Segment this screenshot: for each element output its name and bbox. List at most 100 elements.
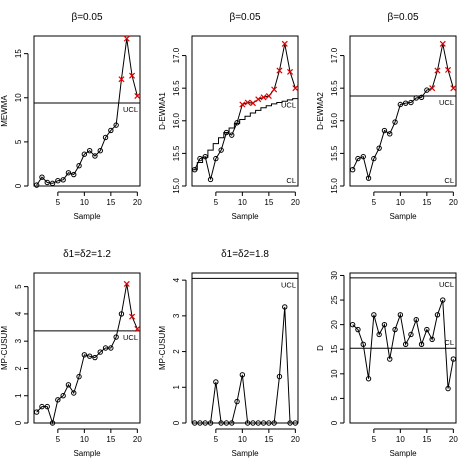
data-point <box>282 304 288 310</box>
data-point <box>387 356 393 362</box>
x-tick-label: 10 <box>238 435 247 444</box>
data-point <box>413 317 419 323</box>
data-point <box>402 341 409 348</box>
data-point <box>202 153 208 160</box>
data-point <box>213 155 219 162</box>
x-tick-label: 10 <box>238 198 247 207</box>
x-tick-label: 5 <box>56 435 61 444</box>
x-tick-label: 10 <box>396 435 405 444</box>
cl-label: CL <box>444 176 454 185</box>
y-tick-label: 30 <box>330 270 339 279</box>
out-of-control-point <box>129 313 136 320</box>
chart-title: β=0.05 <box>71 12 102 23</box>
data-point <box>207 420 214 426</box>
data-point <box>266 420 272 426</box>
x-tick-label: 5 <box>214 435 219 444</box>
data-point <box>234 120 240 126</box>
out-of-control-point <box>255 96 262 103</box>
out-of-control-point <box>244 99 251 106</box>
data-point <box>76 373 82 380</box>
series-line <box>36 283 138 425</box>
data-point <box>86 353 93 359</box>
data-point <box>108 127 114 134</box>
out-of-control-point <box>123 35 130 42</box>
y-axis-label: MEWMA <box>0 95 9 127</box>
y-tick-label: 15.5 <box>172 145 181 161</box>
data-point <box>213 379 219 385</box>
data-point <box>229 132 235 138</box>
data-point <box>239 372 246 378</box>
data-point <box>260 420 267 426</box>
data-point <box>108 345 114 351</box>
y-tick-label: 20 <box>330 320 339 329</box>
x-tick-label: 5 <box>56 198 61 207</box>
data-point <box>81 151 88 157</box>
x-axis-label: Sample <box>389 212 417 221</box>
y-tick-label: 15 <box>330 344 339 353</box>
series-line <box>194 306 296 424</box>
ucl-label: UCL <box>439 280 454 289</box>
y-tick-label: 4 <box>14 311 23 316</box>
y-tick-label: 3 <box>172 313 181 318</box>
data-point <box>429 336 435 343</box>
ucl-label: UCL <box>439 98 454 107</box>
out-of-control-point <box>123 280 130 287</box>
series-line <box>352 43 454 181</box>
y-tick-label: 16.5 <box>330 80 339 96</box>
data-point <box>349 166 356 173</box>
out-of-control-point <box>434 67 441 74</box>
out-of-control-point <box>450 85 457 92</box>
data-point <box>218 420 224 426</box>
ucl-label: UCL <box>281 101 296 110</box>
y-tick-label: 15.0 <box>330 178 339 194</box>
data-point <box>218 147 224 153</box>
x-tick-label: 5 <box>214 198 219 207</box>
out-of-control-point <box>260 94 267 101</box>
out-of-control-point <box>281 40 288 47</box>
out-of-control-point <box>276 67 283 74</box>
series-line <box>352 299 454 389</box>
data-point <box>445 385 451 392</box>
data-point <box>86 148 93 154</box>
data-point <box>191 420 198 426</box>
out-of-control-point <box>129 72 136 79</box>
chart-title: β=0.05 <box>229 12 260 23</box>
data-point <box>229 420 235 426</box>
data-point <box>92 354 98 361</box>
data-point <box>92 153 98 159</box>
y-tick-label: 16.5 <box>172 80 181 96</box>
x-axis-label: Sample <box>73 212 101 221</box>
y-tick-label: 15.5 <box>330 145 339 161</box>
data-point <box>360 153 366 160</box>
data-point <box>408 99 414 106</box>
x-tick-label: 15 <box>106 435 115 444</box>
y-tick-label: 1 <box>14 393 23 398</box>
y-tick-label: 1 <box>172 385 181 390</box>
data-point <box>113 122 119 128</box>
data-point <box>397 312 404 318</box>
y-tick-label: 2 <box>172 349 181 354</box>
ucl-label: UCL <box>123 105 138 114</box>
x-axis-label: Sample <box>231 449 259 458</box>
data-point <box>424 326 430 333</box>
data-point <box>292 420 299 426</box>
x-tick-label: 20 <box>133 435 142 444</box>
data-point <box>381 321 388 328</box>
x-tick-label: 10 <box>80 198 89 207</box>
y-axis-label: MP-CUSUM <box>158 326 167 370</box>
y-tick-label: 0 <box>14 183 23 188</box>
y-tick-label: 5 <box>14 139 23 144</box>
x-tick-label: 15 <box>106 198 115 207</box>
data-point <box>255 420 261 426</box>
chart-panel-2: 5 10 15 20 15.0 15.5 16.0 16.5 17.0 Sample D-EWMA1… <box>158 12 300 221</box>
y-tick-label: 10 <box>14 93 23 102</box>
data-point <box>60 177 66 183</box>
data-point <box>355 326 361 333</box>
x-tick-label: 20 <box>291 435 300 444</box>
y-tick-label: 15.0 <box>172 178 181 194</box>
series-line <box>36 38 138 186</box>
x-tick-label: 5 <box>372 435 377 444</box>
data-point <box>81 352 88 358</box>
data-point <box>102 134 109 141</box>
data-point <box>97 148 103 154</box>
